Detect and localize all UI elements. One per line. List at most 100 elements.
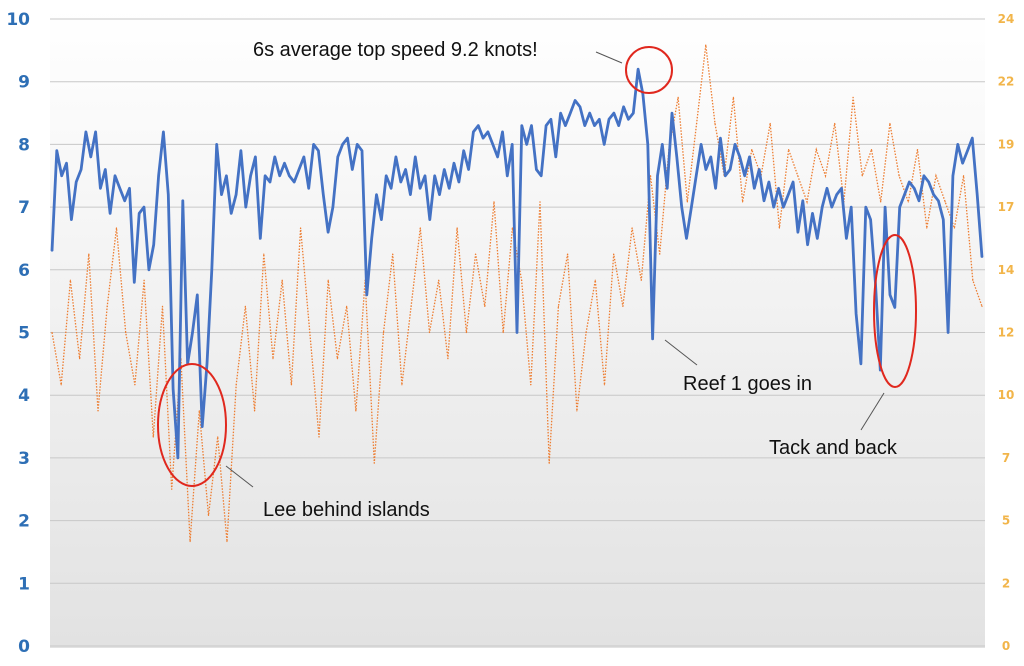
speed-point [758,168,760,171]
wind-point [217,436,219,438]
left-tick-label: 1 [18,574,30,594]
speed-point [487,131,489,133]
annotation-tack: Tack and back [769,437,898,459]
wind-point [309,331,311,334]
speed-point [685,237,688,240]
wind-point [741,201,744,203]
speed-point [172,388,174,390]
speed-point [860,363,862,365]
speed-point [506,174,509,177]
speed-point [511,143,513,146]
speed-point [65,162,68,165]
speed-point [927,181,930,183]
speed-point [680,206,683,208]
wind-point [327,279,329,281]
wind-point [401,384,403,386]
speed-point [976,193,978,196]
speed-point [230,212,233,215]
speed-point [961,162,964,165]
speed-point [903,193,906,196]
speed-point [56,149,58,152]
speed-point [123,200,126,202]
speed-point [695,174,698,177]
speed-point [516,331,518,334]
speed-point [157,174,160,177]
wind-point [493,201,495,203]
wind-point [751,149,753,151]
tack-highlight-ellipse [873,234,917,388]
speed-point [530,124,533,127]
speed-point [656,174,659,177]
speed-point [763,200,765,202]
speed-point [370,237,373,240]
wind-point [511,227,513,229]
speed-point [283,162,286,165]
speed-point [477,124,480,127]
speed-point [898,206,901,208]
speed-point [666,187,668,190]
wind-point [521,279,523,281]
left-tick-label: 0 [18,637,30,657]
speed-point [462,149,465,152]
wind-point [834,122,836,125]
wind-point [447,358,449,360]
left-tick-label: 8 [18,135,30,155]
speed-point [361,149,363,152]
right-tick-label: 10 [998,388,1015,402]
speed-point [661,143,664,146]
speed-point [613,112,615,114]
speed-point [143,206,145,208]
speed-point [191,331,194,334]
speed-point [85,131,87,133]
speed-point [424,174,426,177]
right-tick-label: 19 [998,137,1015,151]
wind-point [336,358,339,360]
wind-point [474,253,477,255]
speed-point [535,168,538,171]
speed-point [327,231,329,233]
speed-point [341,143,344,146]
speed-point [109,212,111,215]
wind-point [778,227,781,229]
wind-point [198,410,200,412]
wind-point [557,305,560,307]
speed-point [714,187,717,190]
left-tick-label: 10 [6,10,30,30]
speed-point [855,312,857,315]
speed-point [806,243,809,246]
speed-point [525,143,528,146]
wind-point [926,227,928,229]
right-tick-label: 0 [1002,639,1010,653]
speed-point [99,187,102,190]
wind-point [438,279,440,281]
wind-point [824,175,827,177]
speed-point [918,200,920,202]
left-tick-label: 3 [18,449,30,469]
speed-point [235,193,237,196]
speed-point [729,168,731,171]
right-tick-label: 14 [998,263,1015,277]
speed-point [162,131,165,133]
wind-point [253,410,256,412]
speed-point [884,206,886,208]
speed-point [608,118,610,121]
speed-point [603,143,605,146]
wind-point [769,122,771,125]
wind-point [797,175,799,177]
speed-point [80,168,82,171]
speed-point [419,187,421,190]
annotation-reef: Reef 1 goes in [683,373,812,395]
annotation-lee: Lee behind islands [263,499,430,521]
left-tick-label: 4 [18,386,30,406]
peak-leader-line [595,51,623,64]
speed-point [453,162,455,165]
wind-point [539,201,541,203]
speed-point [414,156,417,158]
speed-point [317,149,320,152]
speed-point [690,206,693,208]
speed-point [181,200,184,202]
wind-point [622,305,624,307]
speed-point [496,156,499,158]
speed-point [627,118,630,121]
